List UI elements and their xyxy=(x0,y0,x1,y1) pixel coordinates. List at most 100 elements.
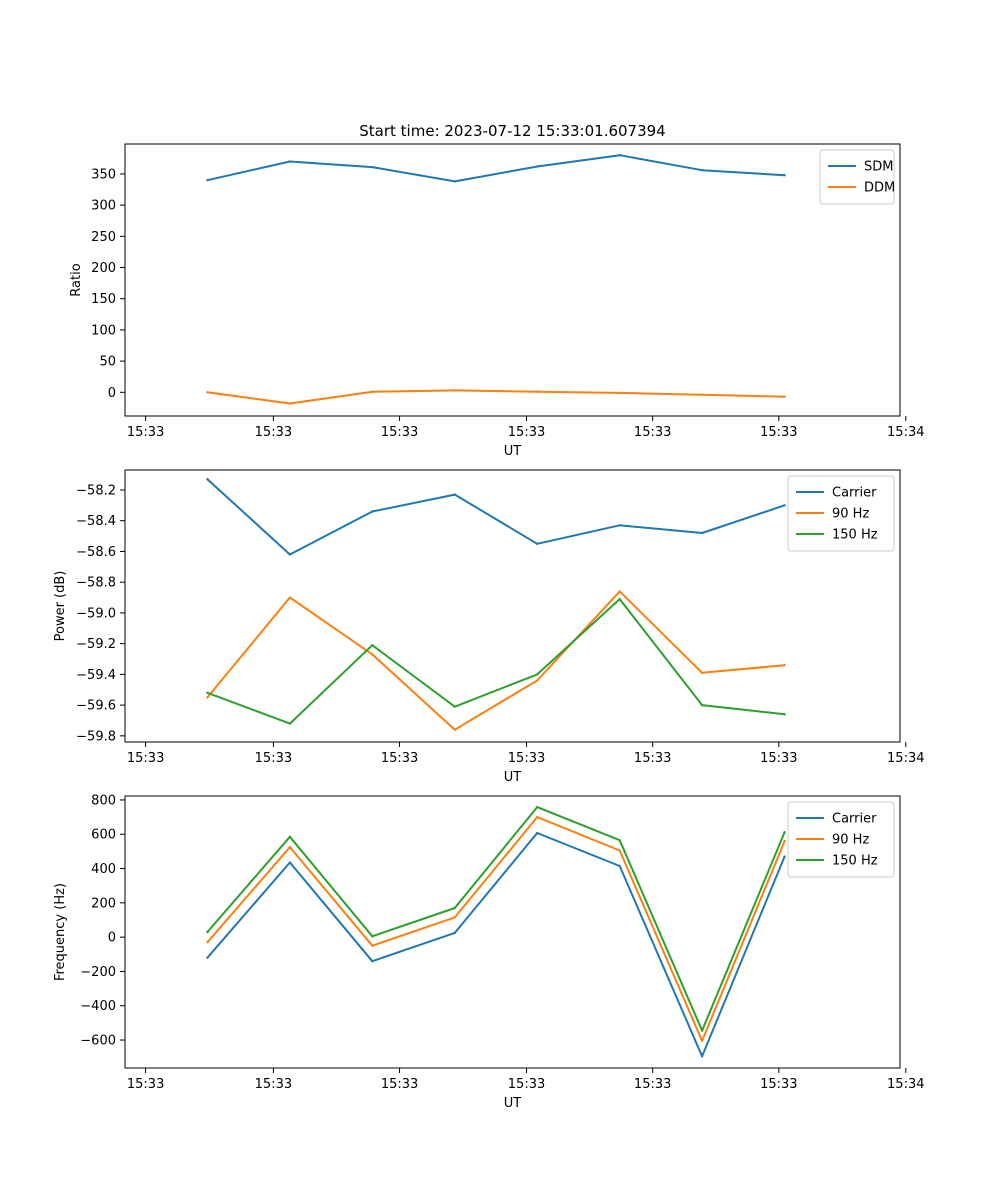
data-point-90-hz xyxy=(783,663,786,667)
y-tick-label: 350 xyxy=(91,167,116,182)
data-point-90-hz xyxy=(288,596,292,599)
data-point-ddm xyxy=(453,389,456,392)
data-point-150-hz xyxy=(783,830,786,834)
data-point-150-hz xyxy=(288,722,292,725)
y-tick-label: −58.6 xyxy=(76,545,116,560)
x-axis-label: UT xyxy=(504,1096,522,1111)
series-line-carrier xyxy=(206,478,785,556)
y-tick-label: 150 xyxy=(91,292,116,307)
data-point-carrier xyxy=(206,478,209,481)
legend-box xyxy=(819,149,895,205)
data-point-carrier xyxy=(453,493,456,496)
y-tick-label: −400 xyxy=(80,999,116,1014)
data-point-carrier xyxy=(371,959,374,963)
y-tick-label: 600 xyxy=(91,828,116,843)
plot-frame xyxy=(124,469,901,743)
data-point-90-hz xyxy=(536,679,539,682)
y-tick-label: −59.2 xyxy=(76,637,116,652)
legend-label: 150 Hz xyxy=(832,528,878,543)
y-tick-label: 0 xyxy=(108,931,116,946)
legend-label: 90 Hz xyxy=(832,833,869,848)
legend-label: SDM xyxy=(864,160,893,175)
series-line-90-hz xyxy=(206,816,786,1042)
x-tick-label: 15:33 xyxy=(381,1077,418,1092)
data-point-90-hz xyxy=(536,815,539,819)
x-tick-label: 15:33 xyxy=(381,425,418,440)
data-point-150-hz xyxy=(453,705,456,708)
plot-frame xyxy=(124,143,901,417)
data-point-150-hz xyxy=(618,597,621,601)
data-point-carrier xyxy=(206,956,209,959)
x-tick-label: 15:34 xyxy=(887,751,924,766)
frequency-chart: 15:33 15:33 15:33 15:33 15:33 15:33 15:34 800 60… xyxy=(53,793,925,1111)
y-axis-label: Power (dB) xyxy=(53,571,68,642)
x-tick-label: 15:33 xyxy=(127,1077,164,1092)
x-tick-label: 15:33 xyxy=(760,425,797,440)
data-point-carrier xyxy=(783,855,786,858)
data-point-90-hz xyxy=(371,653,374,656)
x-tick-label: 15:34 xyxy=(887,1077,924,1092)
data-point-sdm xyxy=(618,154,621,157)
data-point-150-hz xyxy=(536,673,539,676)
series-line-carrier xyxy=(206,832,786,1058)
x-axis-label: UT xyxy=(504,444,522,459)
series-line-ddm xyxy=(207,389,785,405)
legend-box xyxy=(787,801,895,878)
legend-label: 90 Hz xyxy=(832,507,869,522)
power-chart: 15:33 15:33 15:33 15:33 15:33 15:33 15:34 −58.2… xyxy=(53,469,925,785)
legend-label: Carrier xyxy=(832,812,877,827)
legend: SDM DDM xyxy=(819,149,895,205)
data-point-sdm xyxy=(453,180,456,183)
subplot-panels: 15:33 15:33 15:33 15:33 15:33 15:33 15:34 0 50 10… xyxy=(53,143,925,1111)
y-tick-label: −200 xyxy=(80,965,116,980)
y-axis-label: Frequency (Hz) xyxy=(53,883,68,981)
x-tick-label: 15:33 xyxy=(255,751,292,766)
x-tick-label: 15:33 xyxy=(127,751,164,766)
data-point-carrier xyxy=(618,524,621,527)
figure-title: Start time: 2023-07-12 15:33:01.607394 xyxy=(359,122,665,140)
x-tick-label: 15:33 xyxy=(508,751,545,766)
data-point-carrier xyxy=(288,553,292,556)
data-point-carrier xyxy=(700,1055,704,1058)
data-point-150-hz xyxy=(453,906,456,910)
data-point-150-hz xyxy=(783,713,786,716)
ratio-chart: 15:33 15:33 15:33 15:33 15:33 15:33 15:34 0 50 10… xyxy=(69,143,925,459)
data-point-ddm xyxy=(536,390,539,393)
data-point-ddm xyxy=(618,391,621,395)
y-tick-label: 400 xyxy=(91,862,116,877)
data-point-150-hz xyxy=(206,691,209,695)
data-point-sdm xyxy=(783,173,786,177)
data-point-90-hz xyxy=(206,696,209,699)
data-point-150-hz xyxy=(371,643,374,647)
x-tick-label: 15:33 xyxy=(255,1077,292,1092)
x-tick-label: 15:33 xyxy=(508,1077,545,1092)
y-tick-label: 250 xyxy=(91,230,116,245)
x-tick-label: 15:33 xyxy=(634,1077,671,1092)
data-point-ddm xyxy=(371,390,374,393)
x-tick-label: 15:33 xyxy=(760,1077,797,1092)
data-point-90-hz xyxy=(700,1039,704,1043)
legend-box xyxy=(787,475,895,552)
series-line-150-hz xyxy=(207,598,785,725)
y-tick-label: 200 xyxy=(91,261,116,276)
data-point-150-hz xyxy=(618,839,621,842)
data-point-ddm xyxy=(783,395,786,398)
data-point-90-hz xyxy=(618,849,621,852)
y-tick-label: −58.4 xyxy=(76,514,116,529)
x-tick-label: 15:33 xyxy=(508,425,545,440)
y-tick-label: −58.2 xyxy=(76,483,116,498)
y-axis-label: Ratio xyxy=(69,263,84,296)
data-point-sdm xyxy=(536,165,539,168)
data-point-sdm xyxy=(288,160,292,163)
x-tick-label: 15:34 xyxy=(887,425,924,440)
data-point-150-hz xyxy=(700,1029,704,1032)
data-point-150-hz xyxy=(371,935,374,938)
y-tick-label: 200 xyxy=(91,896,116,911)
data-point-150-hz xyxy=(288,835,292,839)
x-tick-label: 15:33 xyxy=(634,751,671,766)
data-point-ddm xyxy=(700,393,704,396)
y-tick-label: 50 xyxy=(99,355,116,370)
y-tick-label: −59.0 xyxy=(76,606,116,621)
y-tick-label: −59.6 xyxy=(76,699,116,714)
